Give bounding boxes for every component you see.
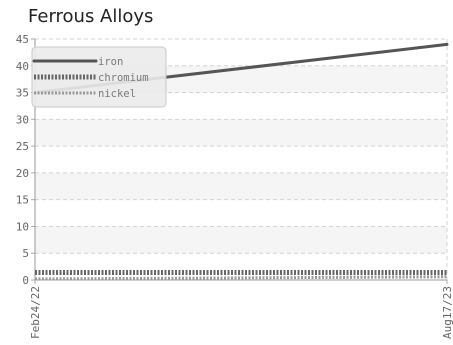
y-tick-label: 40 xyxy=(16,60,29,73)
y-tick-label: 0 xyxy=(22,274,29,287)
x-tick-label: Aug17/23 xyxy=(441,286,453,339)
legend-label-nickel: nickel xyxy=(98,88,136,100)
y-tick-label: 15 xyxy=(16,194,29,207)
y-tick-label: 5 xyxy=(22,247,29,260)
legend-label-chromium: chromium xyxy=(98,72,149,84)
x-tick-label: Feb24/22 xyxy=(29,286,42,339)
grid-band xyxy=(35,172,447,200)
y-tick-label: 30 xyxy=(16,113,29,126)
chart-title: Ferrous Alloys xyxy=(28,6,154,27)
grid-band xyxy=(35,119,447,147)
grid-band xyxy=(35,226,447,254)
y-tick-label: 20 xyxy=(16,167,29,180)
y-tick-label: 35 xyxy=(16,87,29,100)
y-tick-label: 45 xyxy=(16,33,29,46)
y-tick-label: 10 xyxy=(16,220,29,233)
legend-label-iron: iron xyxy=(98,56,123,68)
series-line-nickel xyxy=(34,275,448,281)
y-tick-label: 25 xyxy=(16,140,29,153)
